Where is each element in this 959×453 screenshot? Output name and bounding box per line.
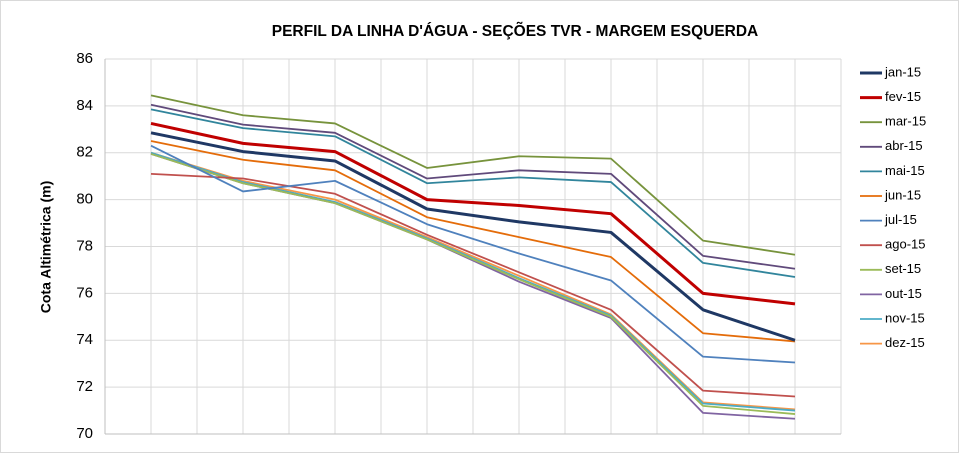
legend-label: out-15	[885, 286, 922, 301]
y-tick-label: 70	[76, 425, 93, 442]
legend-label: jun-15	[884, 187, 921, 202]
series-line	[150, 121, 796, 306]
y-tick-label: 76	[76, 284, 93, 301]
legend-label: mai-15	[885, 163, 925, 178]
legend-label: ago-15	[885, 237, 925, 252]
y-tick-label: 74	[76, 331, 93, 348]
legend-label: dez-15	[885, 335, 925, 350]
y-tick-label: 82	[76, 144, 93, 161]
series-line	[150, 103, 796, 270]
legend-label: jan-15	[884, 64, 921, 79]
y-tick-label: 80	[76, 191, 93, 208]
series-line	[150, 172, 796, 398]
series-line	[150, 131, 796, 342]
legend-label: mar-15	[885, 114, 926, 129]
legend-label: abr-15	[885, 138, 923, 153]
series-line	[150, 151, 796, 412]
y-axis-label: Cota Altimétrica (m)	[38, 181, 54, 314]
y-tick-label: 78	[76, 237, 93, 254]
legend-label: jul-15	[884, 212, 917, 227]
y-tick-label: 72	[76, 378, 93, 395]
series-line	[150, 153, 796, 415]
series-line	[150, 140, 796, 343]
legend-label: nov-15	[885, 310, 925, 325]
legend-label: fev-15	[885, 89, 921, 104]
series-line	[150, 108, 796, 278]
y-tick-label: 84	[76, 97, 93, 114]
chart-title: PERFIL DA LINHA D'ÁGUA - SEÇÕES TVR - MA…	[272, 22, 759, 40]
series-line	[150, 144, 796, 364]
y-tick-label: 86	[76, 50, 93, 67]
legend-label: set-15	[885, 261, 921, 276]
series-line	[150, 94, 796, 256]
